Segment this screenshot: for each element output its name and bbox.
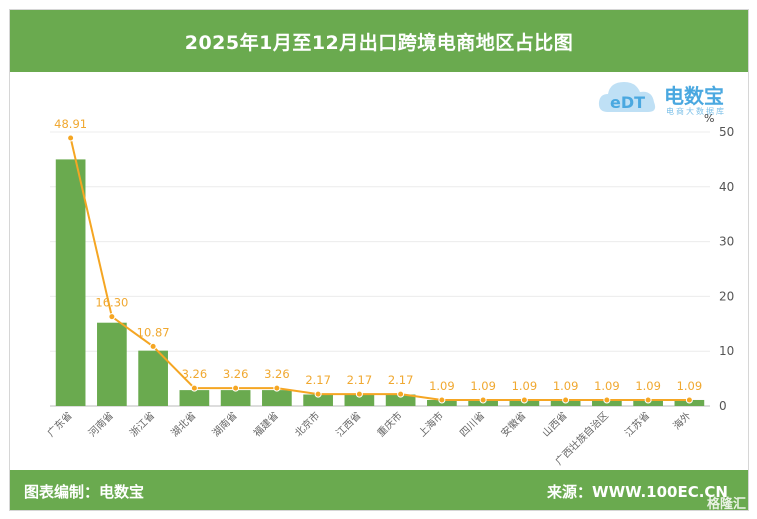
bar xyxy=(179,390,210,406)
data-label: 3.26 xyxy=(182,367,208,381)
logo-name: 电数宝 xyxy=(664,84,724,108)
series-line xyxy=(69,137,690,402)
data-label: 16.30 xyxy=(95,296,128,310)
y-tick-label: 10 xyxy=(719,344,734,358)
chart-header: 2025年1月至12月出口跨境电商地区占比图 xyxy=(10,10,748,72)
line-point xyxy=(685,396,693,404)
line-point xyxy=(644,396,652,404)
line-point xyxy=(232,384,240,392)
data-label: 1.09 xyxy=(677,379,703,393)
x-tick-label: 重庆市 xyxy=(374,409,404,439)
footer-credit: 图表编制：电数宝 xyxy=(24,483,145,501)
line-point xyxy=(520,396,528,404)
data-label: 1.09 xyxy=(553,379,579,393)
chart-footer: 图表编制：电数宝 来源：WWW.100EC.CN 格隆汇 xyxy=(10,470,748,512)
data-label: 48.91 xyxy=(54,117,87,131)
y-tick-label: 40 xyxy=(719,180,734,194)
x-tick-label: 安徽省 xyxy=(498,409,528,439)
chart-title: 2025年1月至12月出口跨境电商地区占比图 xyxy=(184,31,574,54)
y-tick-label: 20 xyxy=(719,289,734,303)
data-label: 1.09 xyxy=(470,379,496,393)
line-point xyxy=(355,390,363,398)
bar xyxy=(262,390,292,406)
data-label: 3.26 xyxy=(264,367,290,381)
y-axis-unit: % xyxy=(704,112,715,125)
footer-watermark: 格隆汇 xyxy=(706,497,746,512)
line-point xyxy=(314,390,322,398)
line-point xyxy=(603,396,611,404)
x-tick-label: 浙江省 xyxy=(127,409,157,439)
x-tick-label: 上海市 xyxy=(416,409,446,439)
x-tick-label: 广东省 xyxy=(44,409,74,439)
data-label: 3.26 xyxy=(223,367,249,381)
data-label: 1.09 xyxy=(635,379,661,393)
x-tick-label: 湖南省 xyxy=(209,409,239,439)
data-label: 10.87 xyxy=(137,325,170,339)
data-label: 1.09 xyxy=(512,379,538,393)
x-tick-label: 江西省 xyxy=(333,409,363,439)
bar xyxy=(220,390,251,406)
data-label: 2.17 xyxy=(388,373,414,387)
y-tick-label: 50 xyxy=(719,125,734,139)
line-point xyxy=(273,384,281,392)
line-point xyxy=(479,396,487,404)
footer-source: 来源：WWW.100EC.CN xyxy=(547,483,728,501)
x-tick-label: 湖北省 xyxy=(168,409,198,439)
line-point xyxy=(67,134,75,142)
brand-logo: eDT 电数宝 电商大数据库 xyxy=(596,74,746,124)
x-tick-label: 江苏省 xyxy=(622,409,652,439)
x-tick-label: 北京市 xyxy=(292,409,322,439)
cloud-edt-icon: eDT xyxy=(598,82,656,112)
line-point xyxy=(397,390,405,398)
x-tick-label: 海外 xyxy=(670,409,693,432)
line-point xyxy=(562,396,570,404)
bar xyxy=(138,350,168,406)
x-tick-label: 四川省 xyxy=(457,409,487,439)
line-point xyxy=(149,342,157,350)
x-tick-label: 福建省 xyxy=(251,409,281,439)
bar xyxy=(97,322,127,406)
line-point xyxy=(438,396,446,404)
bar xyxy=(385,394,416,406)
line-point xyxy=(108,313,116,321)
data-label: 1.09 xyxy=(429,379,455,393)
bar xyxy=(303,394,333,406)
bar xyxy=(55,159,86,406)
logo-subtitle: 电商大数据库 xyxy=(666,107,726,116)
data-label: 1.09 xyxy=(594,379,620,393)
data-label: 2.17 xyxy=(347,373,373,387)
bar xyxy=(344,394,375,406)
y-tick-label: 0 xyxy=(719,399,727,413)
x-tick-label: 河南省 xyxy=(86,409,116,439)
y-tick-label: 30 xyxy=(719,235,734,249)
x-tick-label: 山西省 xyxy=(539,409,569,439)
bar-line-chart: 48.91 16.30 10.87 3.26 3.26 3.26 2.17 2.17 2.17 1… xyxy=(44,117,734,468)
data-label: 2.17 xyxy=(305,373,331,387)
line-point xyxy=(190,384,198,392)
chart-frame: 2025年1月至12月出口跨境电商地区占比图 eDT 电数宝 电商大数据库 % … xyxy=(9,9,749,512)
svg-text:eDT: eDT xyxy=(610,93,645,112)
